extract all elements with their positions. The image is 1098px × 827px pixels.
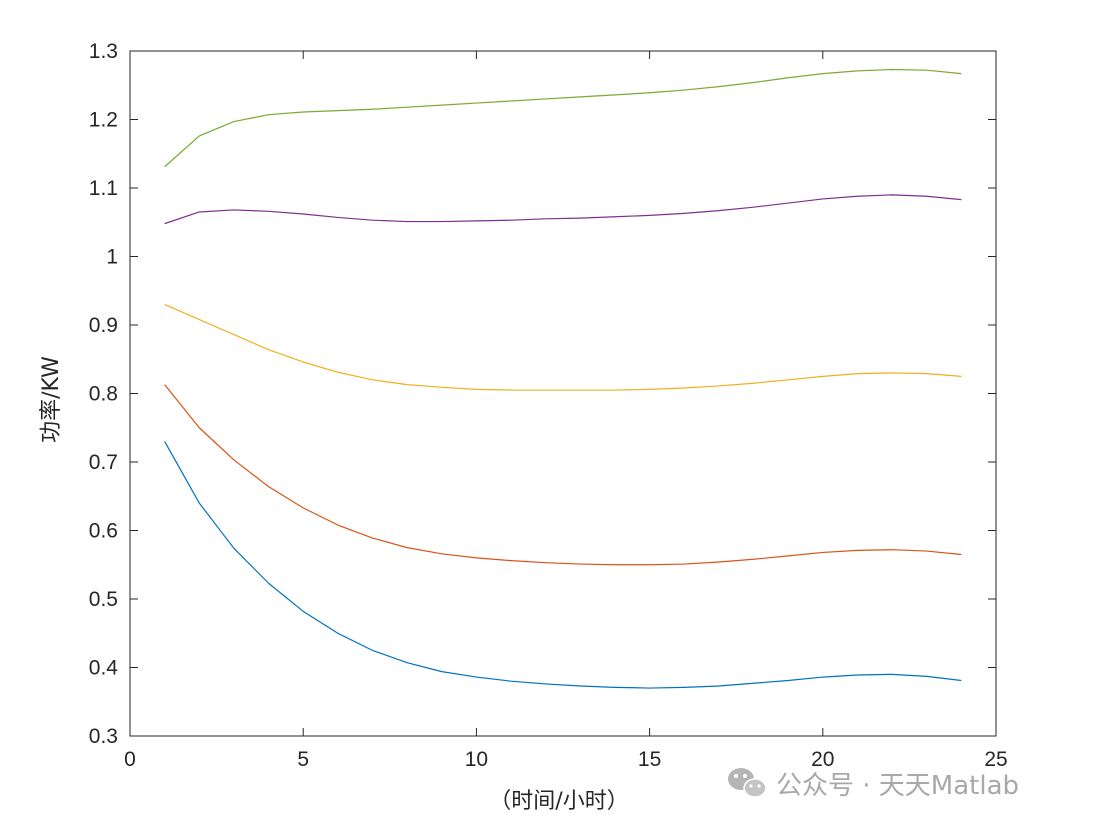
- y-tick-label: 1.2: [89, 109, 118, 132]
- series-layer: [164, 68, 962, 689]
- watermark: 公众号 · 天天Matlab: [728, 768, 1019, 801]
- y-tick-label: 1: [106, 246, 118, 269]
- series-line-3: [164, 303, 962, 391]
- y-tick-label: 0.3: [89, 725, 118, 748]
- y-tick-label: 0.7: [89, 451, 118, 474]
- series-line-5: [164, 68, 962, 168]
- x-tick-label: 0: [124, 748, 136, 771]
- series-line-2: [164, 384, 962, 566]
- series-line-1: [164, 441, 962, 689]
- y-tick-label: 0.5: [89, 588, 118, 611]
- x-tick-label: 15: [638, 748, 661, 771]
- plot-area: [130, 51, 996, 736]
- series-line-4: [164, 194, 962, 225]
- x-tick-label: 25: [984, 748, 1007, 771]
- y-tick-label: 0.8: [89, 383, 118, 406]
- y-tick-label: 1.3: [89, 40, 118, 63]
- watermark-text: 公众号 · 天天Matlab: [776, 771, 1019, 801]
- y-tick-label: 0.4: [89, 657, 119, 680]
- x-axis-title: （时间/小时）: [489, 789, 628, 814]
- y-tick-label: 1.1: [89, 177, 118, 200]
- axes-layer: 0 5 10 15 20 25 0.3 0.4 0.5 0.6 0.7 0.8 0.9 1 1.1 1.2 1.…: [89, 40, 1008, 771]
- x-tick-label: 5: [297, 748, 309, 771]
- wechat-icon: [728, 768, 767, 798]
- y-tick-label: 0.9: [89, 314, 118, 337]
- y-axis-title: 功率/KW: [39, 356, 64, 443]
- x-tick-label: 20: [811, 748, 834, 771]
- x-tick-label: 10: [465, 748, 488, 771]
- y-tick-label: 0.6: [89, 520, 118, 543]
